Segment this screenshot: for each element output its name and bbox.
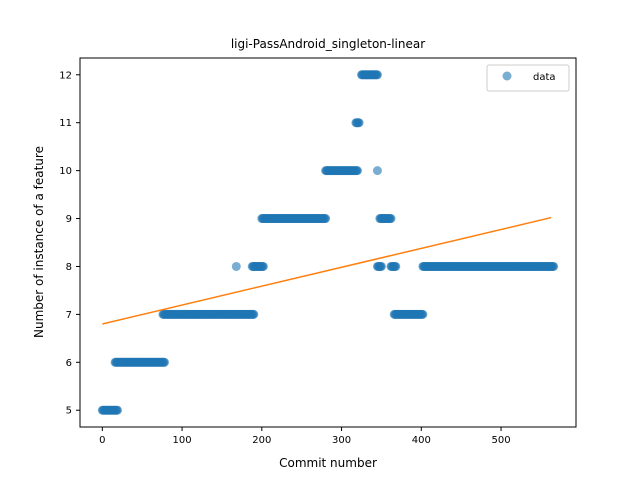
data-point xyxy=(386,214,396,224)
data-point xyxy=(258,261,268,271)
data-point xyxy=(372,70,382,80)
x-tick-label: 500 xyxy=(491,435,510,446)
data-point xyxy=(418,309,428,319)
data-point xyxy=(372,166,382,176)
x-tick-label: 300 xyxy=(332,435,351,446)
y-tick-label: 6 xyxy=(66,358,72,369)
x-tick-label: 100 xyxy=(173,435,192,446)
plot-frame xyxy=(79,57,577,428)
y-tick-label: 12 xyxy=(59,70,72,81)
data-point xyxy=(353,166,362,176)
data-point xyxy=(112,405,122,415)
legend-box xyxy=(486,64,570,92)
data-point xyxy=(354,118,364,128)
y-tick-label: 11 xyxy=(59,118,72,129)
legend-marker-data xyxy=(502,71,512,81)
y-axis-label: Number of instance of a feature xyxy=(32,146,46,338)
x-tick-label: 0 xyxy=(99,435,105,446)
legend: data xyxy=(486,64,570,92)
y-tick-label: 7 xyxy=(66,310,72,321)
data-point xyxy=(249,309,259,319)
y-tick-label: 10 xyxy=(59,166,72,177)
data-point xyxy=(321,214,331,224)
x-axis-label: Commit number xyxy=(279,456,377,470)
legend-label-data: data xyxy=(533,72,556,83)
plot-marks xyxy=(97,70,559,415)
axis-ticks: 0 100 200 300 400 500 5 6 7 8 9 10 11 12 xyxy=(59,70,510,446)
data-point xyxy=(549,261,559,271)
x-tick-label: 400 xyxy=(412,435,431,446)
data-point xyxy=(391,261,401,271)
data-point xyxy=(376,261,386,271)
y-tick-label: 5 xyxy=(66,406,72,417)
data-point xyxy=(160,357,170,367)
chart-title: ligi-PassAndroid_singleton-linear xyxy=(231,37,425,51)
y-tick-label: 8 xyxy=(66,262,72,273)
fit-line xyxy=(102,216,552,325)
y-tick-label: 9 xyxy=(66,214,72,225)
data-point xyxy=(231,261,241,271)
x-tick-label: 200 xyxy=(252,435,271,446)
